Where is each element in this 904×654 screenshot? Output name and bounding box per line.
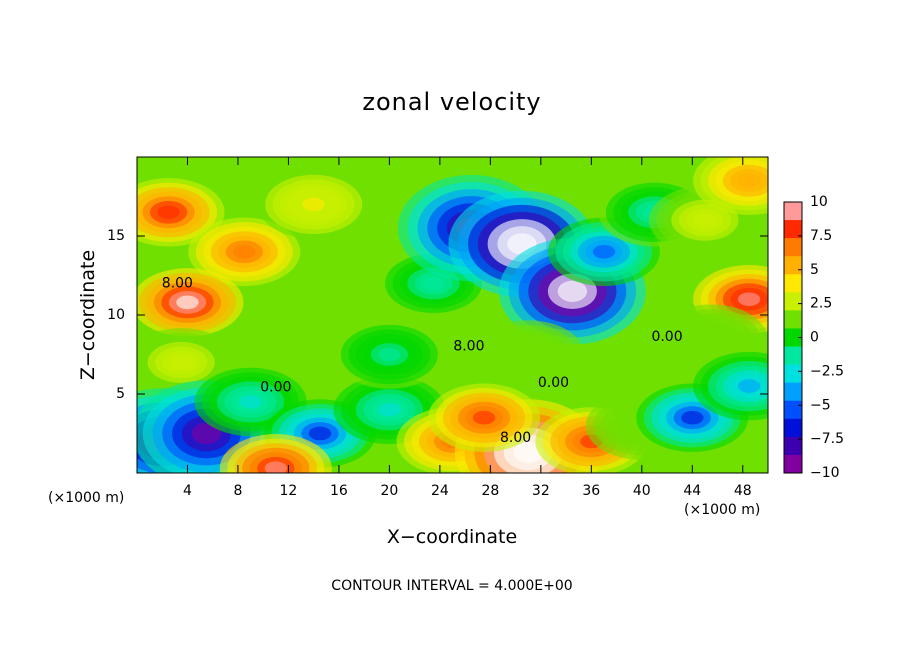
field-contour-band [557,280,588,302]
x-tick-label: 4 [183,483,192,499]
x-tick-label: 40 [633,483,651,499]
field-feature [137,268,244,337]
field-contour-band [239,395,262,409]
contour-label: 8.00 [453,339,484,355]
x-tick-label: 16 [330,483,348,499]
x-tick-label: 8 [233,483,242,499]
field-contour-band [737,292,761,307]
field-contour-band [340,276,363,291]
colorbar-band [784,328,802,348]
x-tick-label: 12 [280,483,298,499]
field-feature [693,157,768,215]
velocity-field [137,157,768,473]
contour-label: 0.00 [651,329,682,345]
field-contour-band [264,461,288,473]
field-feature [693,351,768,421]
contour-label: 0.00 [538,375,569,391]
colorbar-band [784,400,802,420]
colorbar-band [784,202,802,221]
x-axis-unit: (×1000 m) [684,502,761,518]
x-tick-label: 48 [734,483,752,499]
field-contour-band [737,379,761,393]
colorbar-tick-label: −2.5 [810,363,844,379]
colorbar-band [784,238,802,257]
field-contour-band [472,410,496,425]
field-feature [137,178,225,247]
field-contour-band [378,402,401,417]
x-axis-ticks: 4 8 12 16 20 24 28 32 36 40 44 48 [183,157,752,499]
field-contour-band [169,355,193,370]
field-contour-band [592,244,616,259]
colorbar-tick-label: 2.5 [810,296,832,312]
field-feature [472,320,585,389]
colorbar-band [784,256,802,275]
colorbar-band [784,382,802,402]
field-contour-band [176,295,199,310]
y-axis-unit: (×1000 m) [48,490,125,506]
x-tick-label: 24 [431,483,449,499]
field-contour-band [378,347,401,362]
chart-title: zonal velocity [362,88,542,116]
colorbar-band [784,346,802,366]
colorbar-band [784,274,802,293]
colorbar-tick-label: 7.5 [810,228,832,244]
field-contour-band [157,205,180,220]
field-contour-band [308,426,332,441]
y-tick-label: 10 [107,307,125,323]
colorbar-tick-label: 10 [810,194,828,210]
x-tick-label: 28 [481,483,499,499]
x-tick-label: 20 [380,483,398,499]
contour-label: 8.00 [162,275,193,291]
field-contour-band [191,422,222,445]
colorbar: 10 7.5 5 2.5 0 −2.5 −5 −7.5 −10 [783,194,844,481]
y-tick-label: 5 [116,386,125,402]
field-feature [219,434,332,473]
x-tick-label: 44 [683,483,701,499]
field-feature [333,320,446,389]
field-contour-band [233,244,256,259]
field-feature [188,217,301,286]
x-tick-label: 36 [582,483,600,499]
field-contour-band [513,441,543,464]
colorbar-tick-label: −7.5 [810,431,844,447]
field-feature [295,249,408,318]
contour-label: 0.00 [260,380,291,396]
field-contour-band [302,197,325,212]
colorbar-band [784,220,802,239]
field-feature [428,383,541,452]
field-feature [648,186,761,255]
colorbar-band [784,310,802,329]
field-contour-band [737,173,761,188]
y-tick-label: 15 [107,228,125,244]
field-contour-band [700,331,723,346]
colorbar-tick-label: 0 [810,330,819,346]
field-feature [257,170,370,239]
y-axis-ticks: 5 10 15 [107,228,768,402]
colorbar-band [784,364,802,384]
colorbar-band [784,292,802,311]
field-contour-band [517,347,540,362]
colorbar-tick-label: −5 [810,397,831,413]
field-contour-band [693,213,717,228]
contour-labels: 8.00 0.00 8.00 0.00 8.00 0.00 [162,275,683,446]
field-contour-band [422,276,445,291]
colorbar-tick-label: 5 [810,262,819,278]
colorbar-band [784,454,802,474]
colorbar-band [784,418,802,438]
x-axis-label: X−coordinate [386,526,518,548]
contour-label: 8.00 [500,430,531,446]
colorbar-band [784,436,802,456]
contour-interval-note: CONTOUR INTERVAL = 4.000E+00 [331,578,573,594]
colorbar-tick-label: −10 [810,465,840,481]
x-tick-label: 32 [532,483,550,499]
field-contour-band [681,410,704,425]
